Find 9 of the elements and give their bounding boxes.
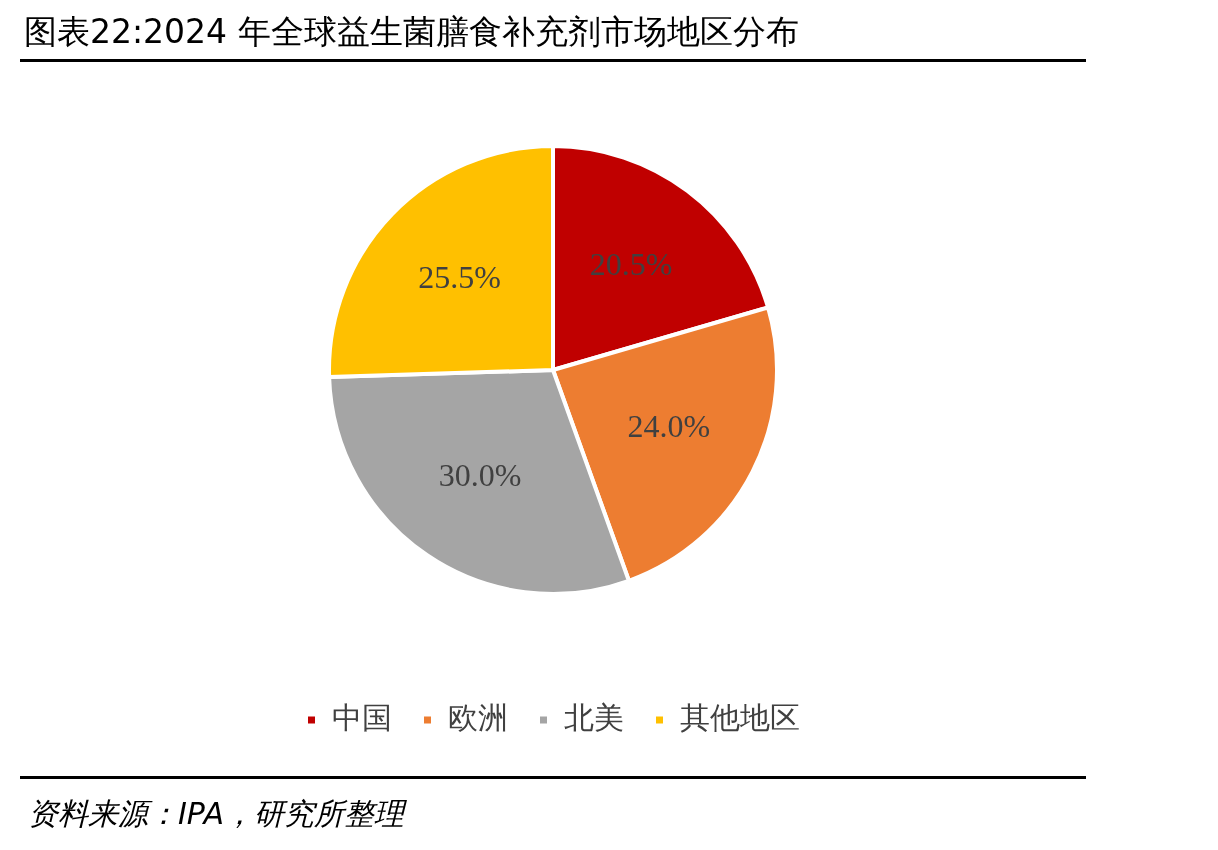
data-label: 20.5% (589, 245, 673, 282)
legend-label: 中国 (332, 699, 392, 735)
chart-title: 图表22:2024 年全球益生菌膳食补充剂市场地区分布 (24, 11, 799, 53)
legend-label: 欧洲 (448, 699, 508, 735)
legend-label: 其他地区 (680, 699, 800, 735)
legend-label: 北美 (564, 699, 624, 735)
data-label: 30.0% (438, 456, 522, 493)
data-label: 25.5% (418, 258, 502, 295)
data-label: 24.0% (627, 408, 711, 445)
